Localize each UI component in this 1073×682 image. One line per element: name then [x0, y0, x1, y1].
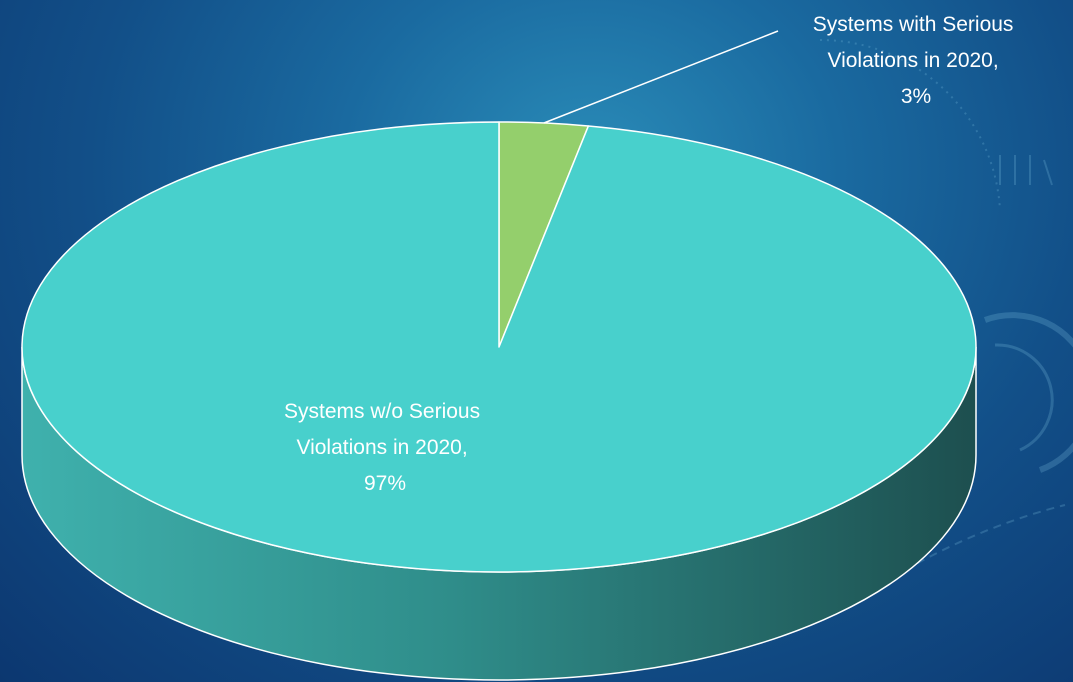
leader-line-serious	[543, 30, 779, 124]
slice-without-violations	[21, 121, 977, 573]
slice-label-line: Systems with Serious	[813, 13, 1014, 36]
slice-label-with-violations: Systems with Serious Violations in 2020,…	[813, 13, 1020, 108]
background-decoration	[819, 38, 1073, 571]
slice-label-line: Violations in 2020,	[296, 436, 467, 459]
slice-label-without-violations: Systems w/o Serious Violations in 2020, …	[284, 400, 486, 495]
slice-percent-label: 3%	[901, 85, 931, 108]
slice-label-line: Violations in 2020,	[827, 49, 998, 72]
slice-percent-label: 97%	[364, 472, 406, 495]
slice-label-line: Systems w/o Serious	[284, 400, 480, 423]
